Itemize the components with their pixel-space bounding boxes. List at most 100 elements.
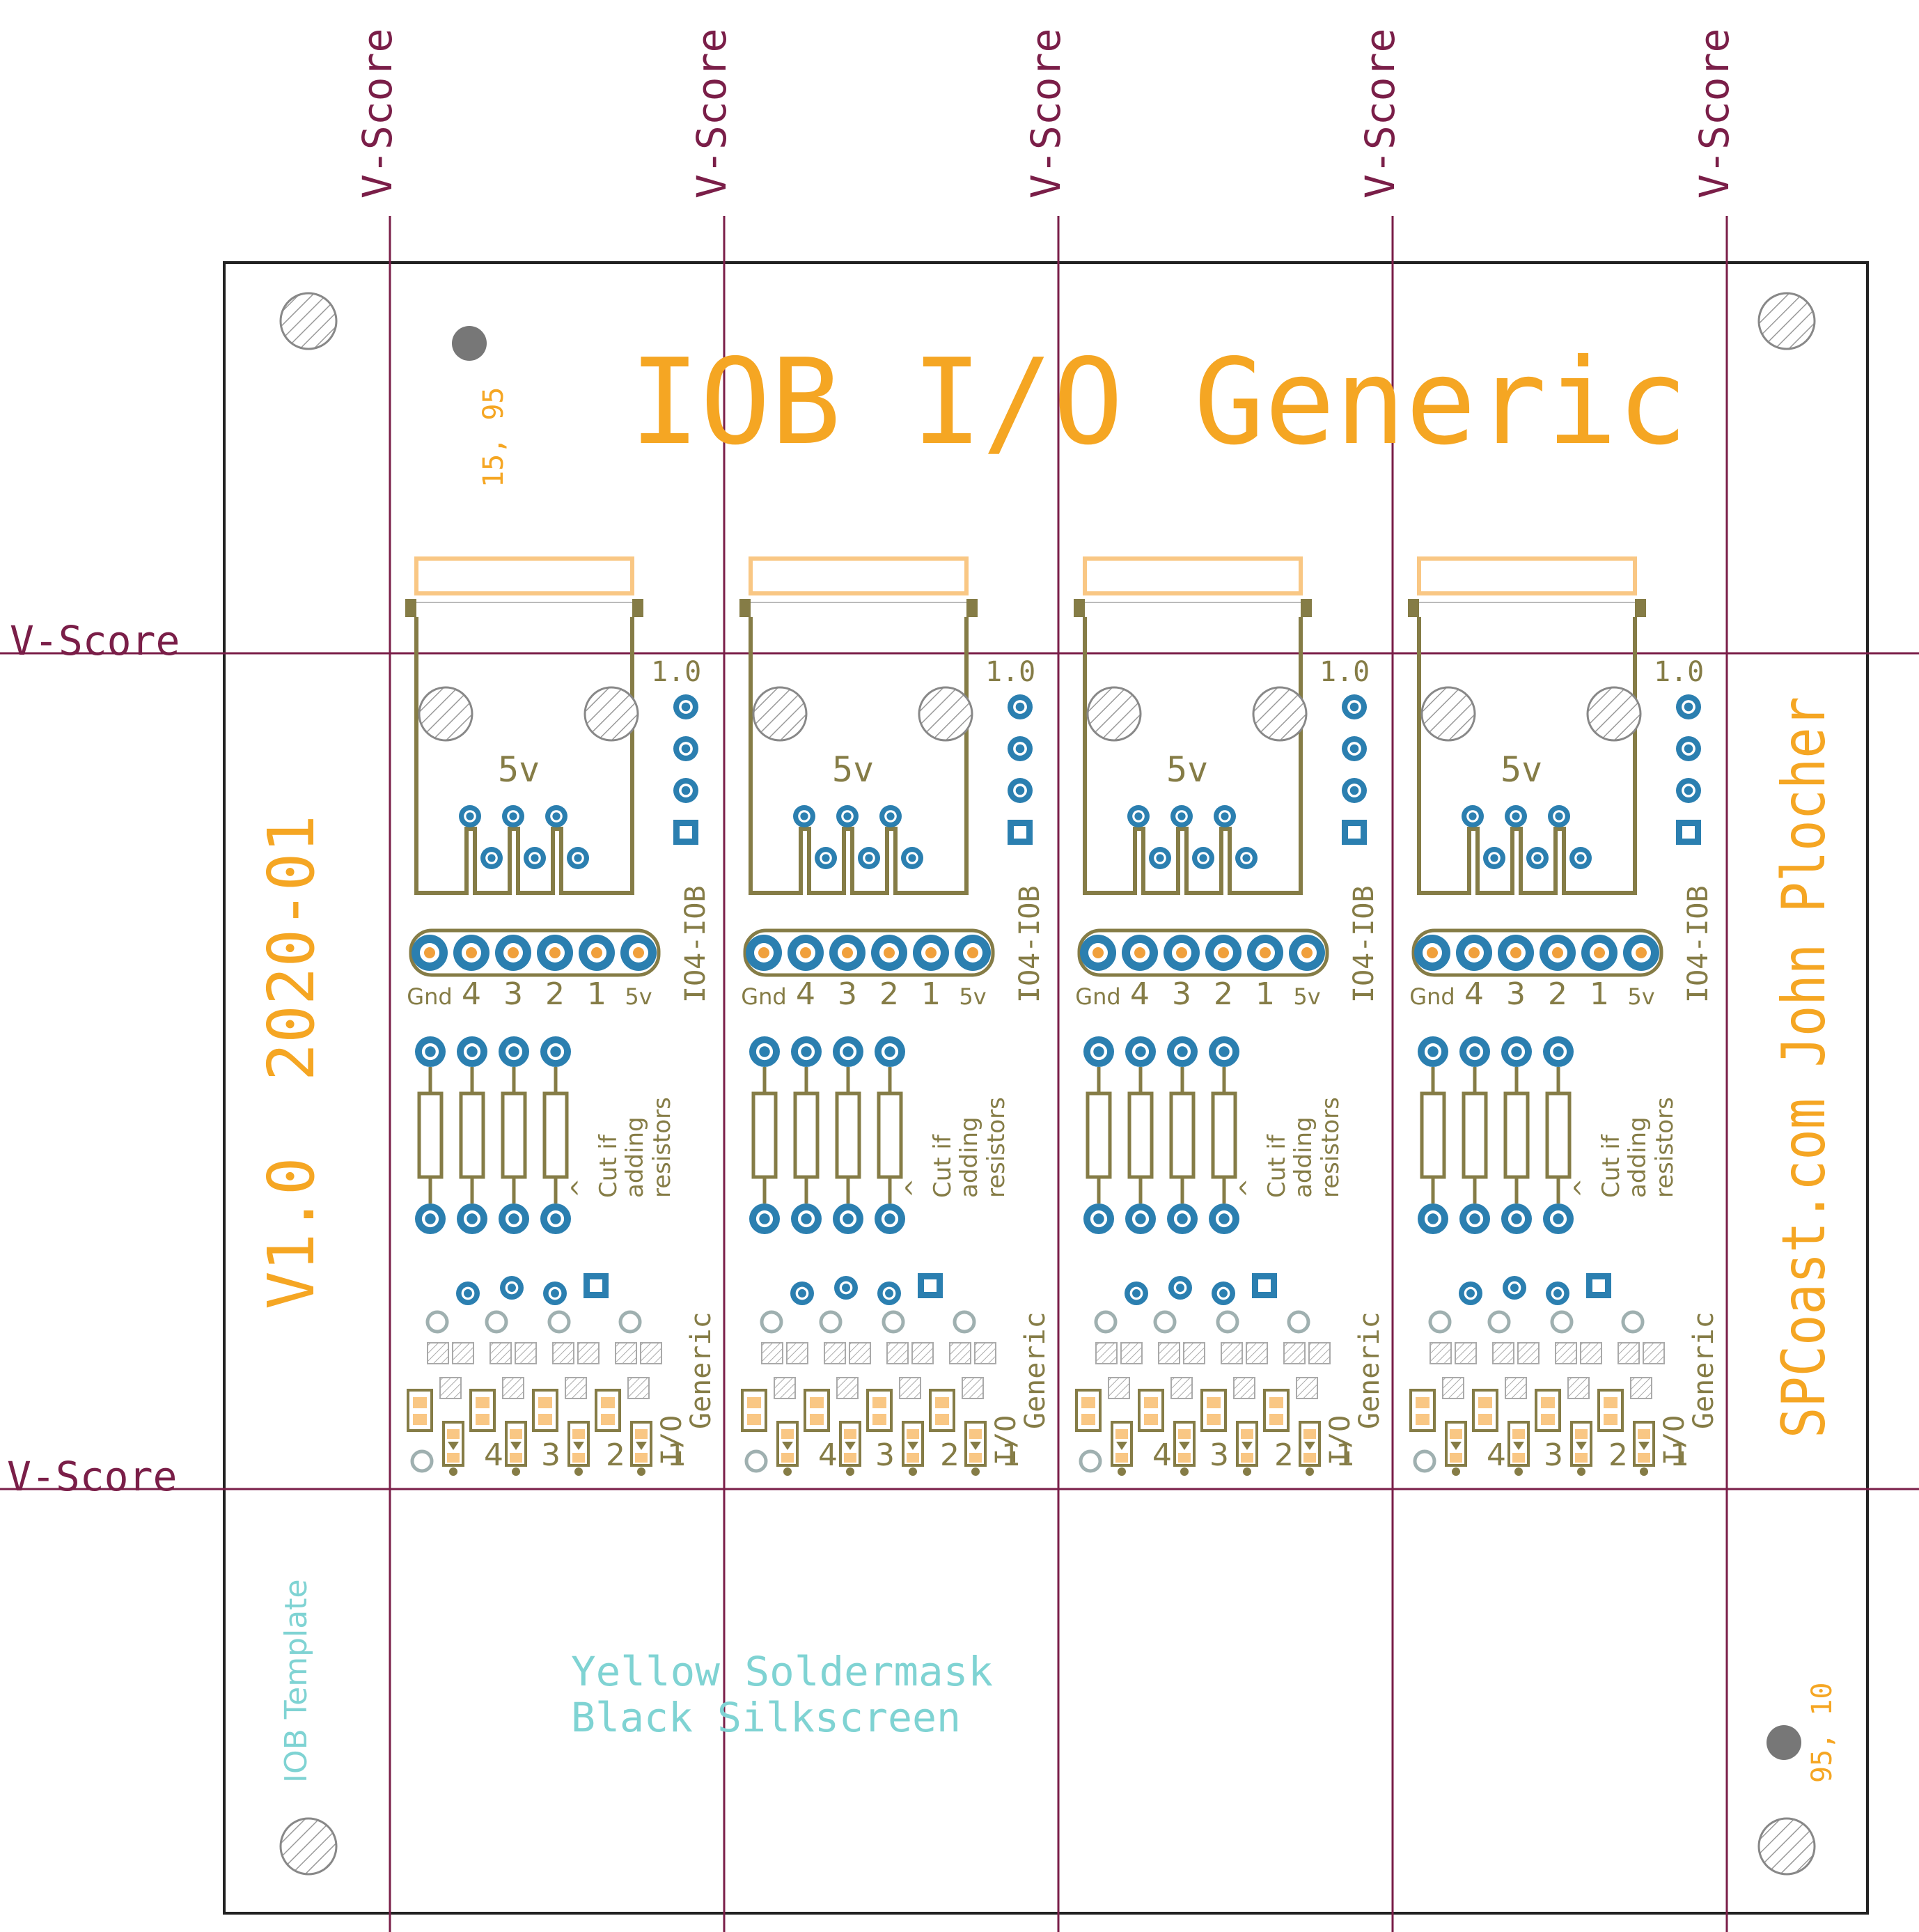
jack-pin-upper-2-hole <box>1177 812 1186 820</box>
diode-dot-4 <box>1306 1467 1314 1476</box>
jack-voltage-label: 5v <box>1501 749 1542 790</box>
jack-corner-right <box>1301 599 1312 617</box>
terminal-label-2: 4 <box>1464 976 1484 1012</box>
jack-pin-lower-1-hole <box>1490 854 1498 862</box>
led-number-3: 2 <box>1274 1438 1294 1473</box>
smd-pad-c-3 <box>1567 1377 1590 1399</box>
jack-mount-hole-right <box>1586 686 1642 742</box>
resistor-body-4 <box>1211 1091 1237 1179</box>
smd-pad-a-4 <box>1283 1342 1306 1364</box>
jack-pin-lower-2-hole <box>1199 854 1207 862</box>
io-pad-3-hole <box>1553 1289 1562 1298</box>
led-pad-bottom-2 <box>810 1414 824 1425</box>
resistor-pad-bottom-2-hole <box>467 1213 478 1224</box>
diode-arrow-4 <box>1304 1442 1315 1450</box>
cut-note-line-1: ^ <box>1235 1178 1263 1199</box>
smd-pad-c-2 <box>502 1377 524 1399</box>
smd-pad-c-2 <box>1170 1377 1193 1399</box>
jack-pin-upper-3-hole <box>1221 812 1229 820</box>
terminal-pad-center-3 <box>1176 947 1187 958</box>
resistor-pad-top-4-hole <box>884 1046 895 1057</box>
ghost-pad-2 <box>819 1310 843 1334</box>
led-outline-3 <box>866 1389 893 1432</box>
cut-note-line-3: adding <box>621 1116 649 1198</box>
diode-pad-bottom-4 <box>969 1453 982 1463</box>
coord-label-bottom: 95, 10 <box>1806 1683 1838 1784</box>
resistor-pad-bottom-3-hole <box>1511 1213 1522 1224</box>
smd-pad-c-4 <box>1296 1377 1318 1399</box>
led-number-1: 4 <box>1487 1438 1506 1473</box>
io-pad-square-ring <box>1258 1279 1271 1292</box>
terminal-pad-center-3 <box>842 947 853 958</box>
diode-dot-2 <box>512 1467 520 1476</box>
terminal-row-outline <box>743 928 995 977</box>
ghost-pad-bottom <box>744 1449 768 1473</box>
led-outline-2 <box>1472 1389 1498 1432</box>
ghost-pad-3 <box>1550 1310 1574 1334</box>
diode-arrow-3 <box>907 1442 918 1450</box>
jack-voltage-label: 5v <box>1166 749 1208 790</box>
module-name-generic: Generic <box>1019 1311 1051 1429</box>
io-pad-2-hole <box>1510 1284 1519 1292</box>
header-pin-square-ring <box>680 826 692 839</box>
diode-dot-2 <box>846 1467 854 1476</box>
led-pad-top-1 <box>1416 1397 1430 1408</box>
jack-mount-hole-left <box>418 686 473 742</box>
terminal-pad-center-4 <box>549 947 561 958</box>
smd-pad-b-2 <box>1183 1342 1205 1364</box>
jack-pin-lower-3-hole <box>574 854 582 862</box>
terminal-pad-center-1 <box>1092 947 1104 958</box>
diode-outline-4 <box>964 1421 987 1467</box>
terminal-row-outline <box>1077 928 1329 977</box>
smd-pad-b-1 <box>1455 1342 1477 1364</box>
smd-pad-a-1 <box>1095 1342 1118 1364</box>
terminal-pad-center-3 <box>1510 947 1521 958</box>
led-pad-top-3 <box>1541 1397 1555 1408</box>
terminal-label-5: 1 <box>921 976 941 1012</box>
resistor-pad-bottom-1-hole <box>759 1213 770 1224</box>
resistor-body-4 <box>1545 1091 1572 1179</box>
led-pad-top-4 <box>1604 1397 1618 1408</box>
terminal-label-4: 2 <box>1214 976 1233 1012</box>
terminal-label-3: 3 <box>838 976 857 1012</box>
resistor-body-2 <box>793 1091 820 1179</box>
io-pad-square-ring <box>1592 1279 1605 1292</box>
header-pin-2-hole <box>681 744 691 754</box>
cut-note-line-3: adding <box>955 1116 983 1198</box>
led-number-2: 3 <box>541 1438 561 1473</box>
resistor-pad-bottom-3-hole <box>843 1213 854 1224</box>
module-name-io: I/O <box>656 1415 688 1465</box>
mounting-hole-bottom-left <box>279 1817 338 1876</box>
diode-outline-2 <box>505 1421 527 1467</box>
smd-pad-c-1 <box>1108 1377 1130 1399</box>
diode-pad-top-1 <box>447 1429 460 1439</box>
terminal-label-3: 3 <box>1172 976 1191 1012</box>
diode-pad-top-4 <box>1638 1429 1650 1439</box>
io-pad-3-hole <box>551 1289 559 1298</box>
led-number-2: 3 <box>1544 1438 1563 1473</box>
ghost-pad-3 <box>1216 1310 1239 1334</box>
jack-pin-upper-2-hole <box>509 812 517 820</box>
diode-arrow-1 <box>782 1442 793 1450</box>
diode-dot-3 <box>909 1467 917 1476</box>
resistor-body-3 <box>501 1091 527 1179</box>
smd-pad-a-1 <box>427 1342 449 1364</box>
terminal-label-1: Gnd <box>1409 983 1455 1010</box>
diode-pad-top-1 <box>781 1429 794 1439</box>
ghost-pad-1 <box>1094 1310 1118 1334</box>
diode-dot-4 <box>971 1467 980 1476</box>
io-pad-3-hole <box>885 1289 893 1298</box>
jack-mount-hole-right <box>1252 686 1308 742</box>
terminal-pad-center-6 <box>1636 947 1647 958</box>
terminal-pad-center-6 <box>633 947 644 958</box>
ghost-pad-1 <box>760 1310 783 1334</box>
cut-note-line-4: resistors <box>1317 1097 1345 1198</box>
led-pad-bottom-1 <box>1416 1414 1430 1425</box>
diode-dot-3 <box>1577 1467 1585 1476</box>
jack-corner-left <box>1074 599 1085 617</box>
diode-outline-3 <box>1236 1421 1258 1467</box>
jack-pin-upper-1-hole <box>466 812 474 820</box>
jack-mount-hole-right <box>918 686 973 742</box>
diode-outline-1 <box>1445 1421 1467 1467</box>
ghost-pad-4 <box>618 1310 642 1334</box>
